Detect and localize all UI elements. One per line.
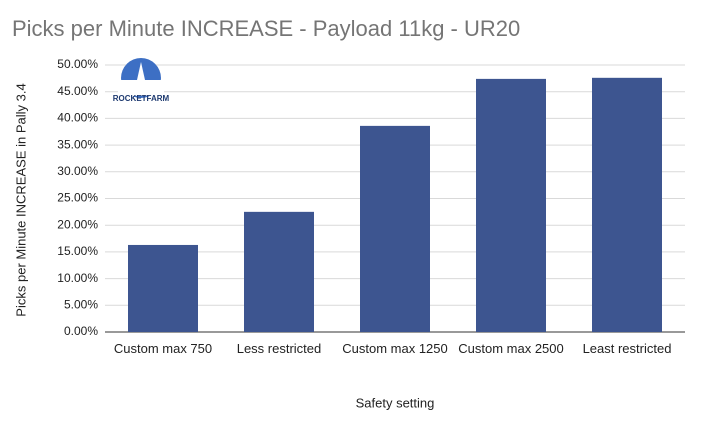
x-tick-label: Custom max 1250 xyxy=(342,341,448,356)
y-tick-label: 10.00% xyxy=(57,271,98,285)
x-tick-label: Less restricted xyxy=(236,341,322,356)
logo-text: ROCKETFARM xyxy=(113,94,170,103)
bar xyxy=(360,125,430,332)
bar xyxy=(244,211,314,332)
y-tick-label: 30.00% xyxy=(57,164,98,178)
y-tick-label: 35.00% xyxy=(57,137,98,151)
logo: ROCKETFARM xyxy=(113,58,170,103)
y-tick-label: 45.00% xyxy=(57,84,98,98)
y-tick-label: 15.00% xyxy=(57,244,98,258)
y-tick-label: 25.00% xyxy=(57,191,98,205)
x-tick-label: Least restricted xyxy=(582,341,672,356)
y-tick-label: 50.00% xyxy=(57,57,98,71)
x-axis-title: Safety setting xyxy=(356,395,435,410)
y-axis-title: Picks per Minute INCREASE in Pally 3.4 xyxy=(13,83,28,316)
x-tick-label: Custom max 2500 xyxy=(458,341,564,356)
chart-title: Picks per Minute INCREASE - Payload 11kg… xyxy=(12,16,520,41)
bar xyxy=(476,78,546,332)
x-tick-label: Custom max 750 xyxy=(113,341,213,356)
bar xyxy=(592,77,662,332)
y-tick-label: 5.00% xyxy=(64,297,98,311)
bar xyxy=(128,244,198,332)
y-tick-label: 20.00% xyxy=(57,217,98,231)
logo-rocket xyxy=(137,62,145,80)
y-tick-label: 40.00% xyxy=(57,111,98,125)
logo-mask xyxy=(118,80,164,96)
y-tick-label: 0.00% xyxy=(64,324,98,338)
